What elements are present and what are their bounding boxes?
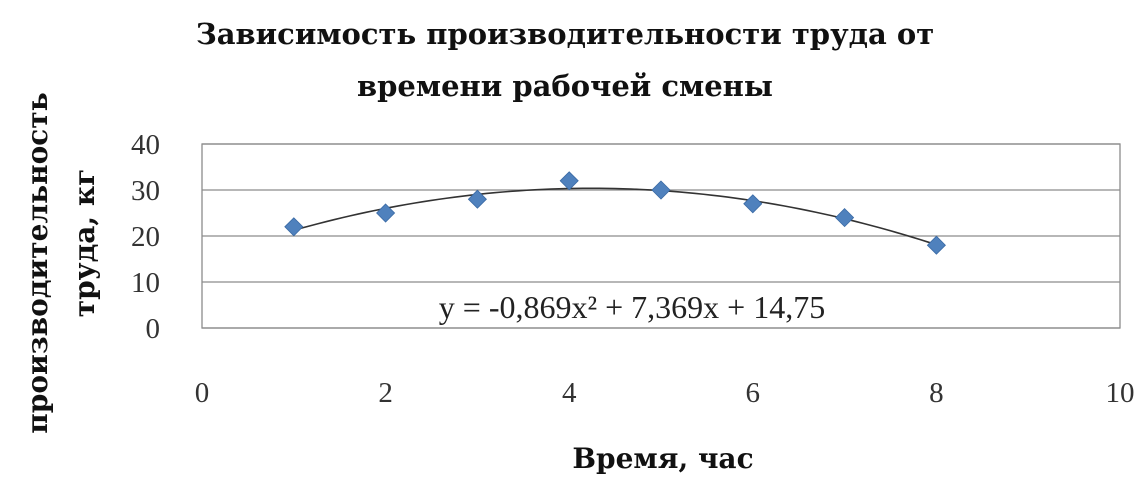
data-points [284, 171, 946, 255]
y-axis-title: производительность труда, кг [21, 92, 101, 433]
chart-title-line-1: Зависимость производительности труда от [196, 17, 934, 51]
y-tick-label: 0 [146, 313, 161, 345]
plot-frame [201, 143, 1121, 329]
x-tick-label: 8 [929, 377, 944, 409]
chart-title-line-2: времени рабочей смены [357, 69, 773, 103]
plot-area: 0 10 20 30 40 0 2 4 6 8 10 y = -0,869x² + 7,369x … [131, 129, 1135, 409]
data-point [835, 208, 855, 228]
y-tick-label: 20 [131, 221, 160, 253]
data-point [376, 203, 396, 223]
trendline-equation: y = -0,869x² + 7,369x + 14,75 [439, 289, 825, 325]
data-point [284, 217, 304, 237]
x-axis-title: Время, час [572, 442, 753, 475]
y-tick-label: 40 [131, 129, 160, 161]
data-point [651, 180, 671, 200]
x-tick-label: 6 [746, 377, 761, 409]
x-tick-label: 10 [1106, 377, 1135, 409]
data-point [559, 171, 579, 191]
data-point [467, 189, 487, 209]
trendline [293, 187, 937, 246]
y-tick-label: 10 [131, 267, 160, 299]
x-tick-labels: 0 2 4 6 8 10 [195, 377, 1135, 409]
x-tick-label: 2 [378, 377, 393, 409]
x-tick-label: 0 [195, 377, 210, 409]
y-axis-title-line-2: труда, кг [68, 169, 101, 318]
y-tick-label: 30 [131, 175, 160, 207]
data-point [743, 194, 763, 214]
x-tick-label: 4 [562, 377, 577, 409]
y-tick-labels: 0 10 20 30 40 [131, 129, 160, 345]
data-point [926, 235, 946, 255]
y-axis-title-line-1: производительность [21, 92, 54, 433]
